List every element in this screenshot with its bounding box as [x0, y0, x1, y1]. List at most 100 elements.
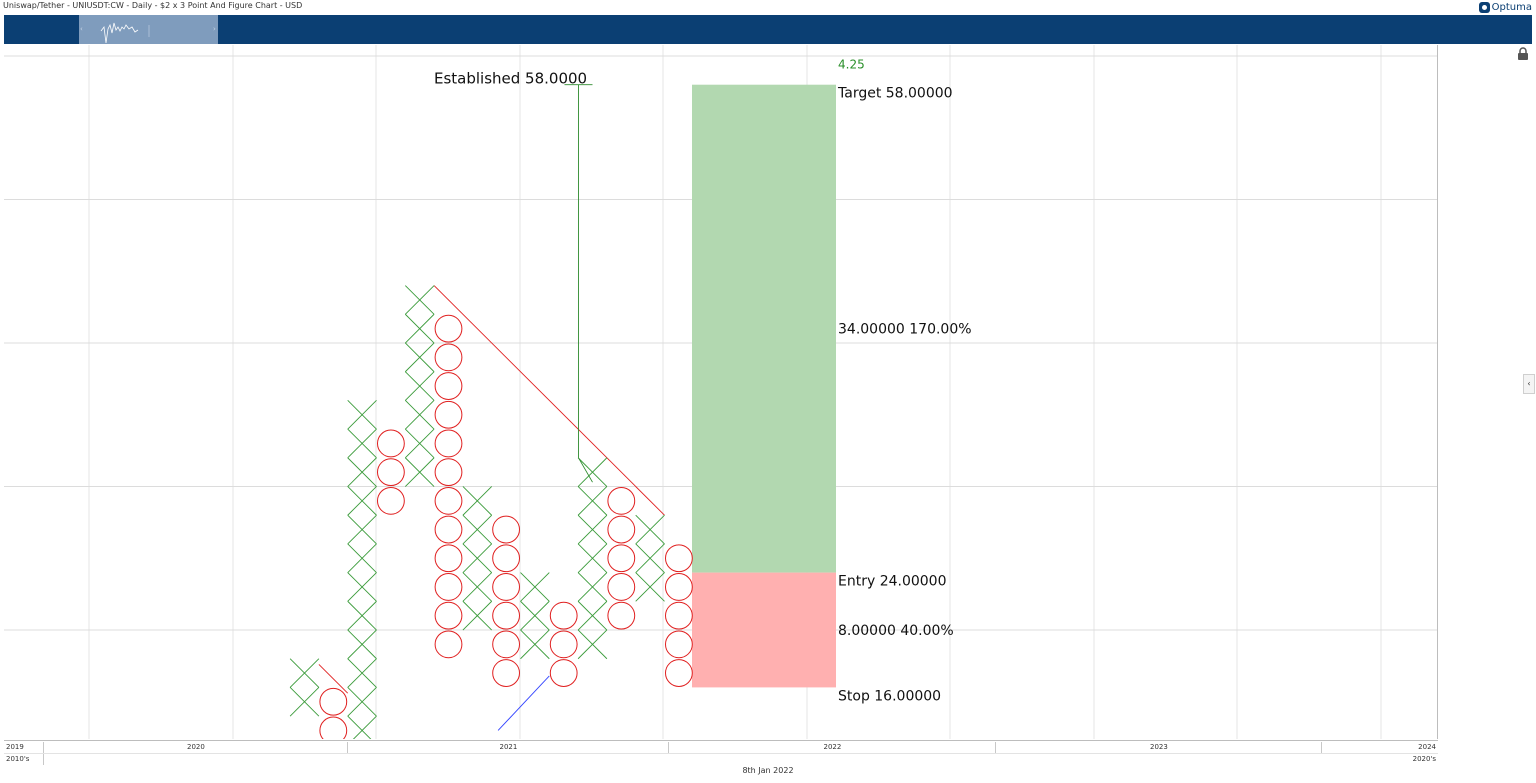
target-zone	[692, 84, 836, 573]
stop-zone	[692, 572, 836, 688]
o-mark	[607, 601, 636, 630]
o-mark	[377, 486, 405, 515]
x-mark	[577, 572, 608, 602]
x-axis-year-label: 2023	[1150, 743, 1168, 751]
reward-label: 34.00000 170.00%	[838, 322, 972, 338]
x-mark	[577, 486, 608, 516]
o-mark	[492, 573, 521, 601]
navigator-left-handle[interactable]: ‹	[80, 25, 83, 33]
x-mark	[347, 715, 377, 746]
x-axis-year-label: 2024	[1418, 743, 1436, 751]
panel-collapse-chevron-icon[interactable]: ‹	[1523, 374, 1535, 394]
o-mark	[492, 659, 521, 687]
x-axis: 2019 2020 2021 2022 2023 2024 2010's 2020's	[4, 740, 1438, 765]
x-mark	[347, 715, 377, 746]
navigator-band[interactable]: ‹ ›	[4, 15, 1532, 44]
risk-label: 8.00000 40.00%	[838, 623, 954, 639]
o-mark	[492, 544, 521, 573]
chart-plot-area[interactable]: 60.000050.000040.000030.000020.0000Estab…	[4, 45, 1470, 746]
o-mark	[319, 687, 348, 716]
x-axis-year-label: 2021	[499, 743, 518, 751]
cursor-date-label: 8th Jan 2022	[742, 766, 794, 775]
o-mark	[665, 630, 693, 659]
chart-title: Uniswap/Tether - UNIUSDT:CW - Daily - $2…	[3, 1, 303, 10]
x-mark	[404, 313, 435, 344]
x-mark	[462, 600, 493, 631]
o-mark	[665, 659, 693, 687]
o-mark	[434, 630, 463, 659]
navigator-right-handle[interactable]: ›	[213, 25, 216, 33]
x-axis-year-divider	[1321, 742, 1322, 753]
x-mark	[462, 486, 493, 516]
x-mark	[347, 572, 377, 602]
o-mark	[607, 573, 636, 601]
o-mark	[434, 372, 463, 400]
established-label: Established 58.0000	[434, 70, 587, 88]
x-mark	[404, 285, 435, 315]
o-mark	[434, 544, 463, 573]
lock-icon[interactable]	[1516, 46, 1530, 60]
x-mark	[520, 629, 550, 660]
projection-base-line	[578, 457, 593, 483]
x-axis-year-divider	[668, 742, 669, 753]
o-mark	[434, 400, 463, 429]
support-line	[497, 675, 550, 731]
o-mark	[665, 544, 693, 573]
x-mark	[289, 658, 320, 688]
navigator-window[interactable]: ‹ ›	[79, 15, 218, 44]
o-mark	[665, 601, 693, 630]
o-mark	[434, 515, 463, 544]
pnf-chart-svg: 60.000050.000040.000030.000020.0000Estab…	[4, 45, 1470, 746]
x-mark	[462, 514, 493, 545]
navigator-sparkline	[100, 22, 150, 44]
x-mark	[635, 514, 665, 545]
o-mark	[434, 601, 463, 630]
target-label: Target 58.00000	[837, 86, 953, 102]
x-mark	[520, 572, 550, 602]
x-axis-year-divider	[347, 742, 348, 753]
x-axis-year-label: 2019	[6, 743, 24, 751]
x-mark	[635, 572, 665, 602]
x-axis-year-label: 2020	[187, 743, 205, 751]
x-mark	[347, 687, 377, 717]
x-axis-decade-label: 2020's	[1412, 755, 1436, 763]
x-mark	[347, 543, 377, 573]
x-axis-decade-label: 2010's	[6, 755, 30, 763]
title-bar: Uniswap/Tether - UNIUSDT:CW - Daily - $2…	[0, 0, 1536, 15]
o-mark	[434, 486, 463, 515]
x-mark	[347, 457, 377, 487]
entry-label: Entry 24.00000	[838, 574, 947, 590]
optuma-logo: Optuma	[1478, 1, 1532, 14]
x-mark	[404, 342, 435, 373]
o-mark	[434, 314, 463, 343]
optuma-logo-text: Optuma	[1491, 2, 1532, 13]
x-mark	[347, 400, 377, 430]
o-mark	[549, 601, 578, 630]
o-mark	[434, 429, 463, 458]
x-mark	[347, 658, 377, 688]
o-mark	[434, 343, 463, 372]
x-mark	[404, 400, 435, 430]
o-mark	[377, 458, 405, 487]
o-mark	[607, 486, 636, 515]
x-mark	[577, 629, 608, 660]
trendline-segment	[318, 664, 349, 694]
o-mark	[492, 630, 521, 659]
x-mark	[462, 572, 493, 602]
x-axis-year-row: 2019 2020 2021 2022 2023 2024	[4, 742, 1438, 753]
x-mark	[577, 457, 608, 487]
o-mark	[319, 716, 348, 745]
x-mark	[289, 687, 320, 717]
o-mark	[377, 429, 405, 458]
o-mark	[434, 458, 463, 487]
x-axis-decade-row: 2010's 2020's	[4, 753, 1438, 765]
x-mark	[577, 514, 608, 545]
x-mark	[404, 428, 435, 459]
optuma-logo-icon	[1478, 2, 1490, 13]
x-mark	[347, 486, 377, 516]
x-mark	[347, 514, 377, 545]
x-mark	[404, 457, 435, 487]
o-mark	[434, 573, 463, 601]
o-mark	[665, 573, 693, 601]
x-mark	[577, 600, 608, 631]
